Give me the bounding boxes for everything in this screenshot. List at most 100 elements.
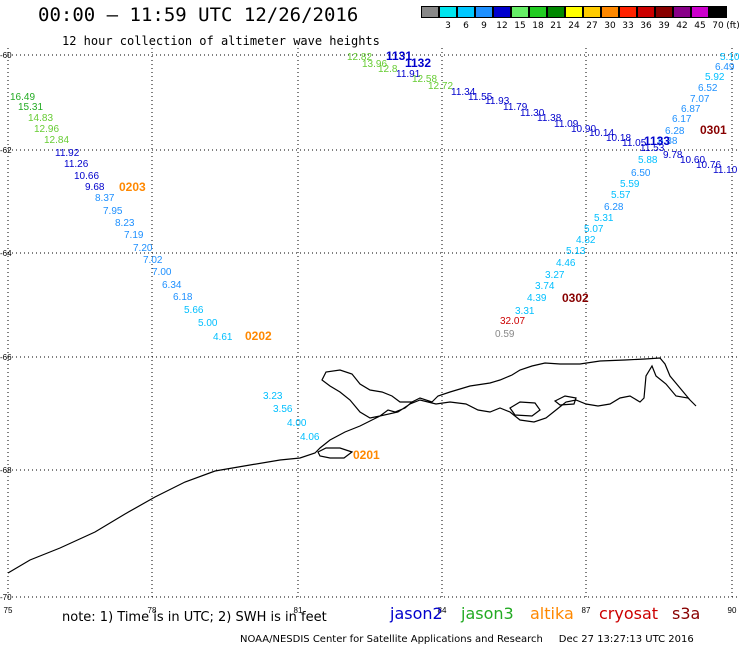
- lat-lon-grid: [7, 48, 740, 600]
- legend-swatch: [529, 6, 547, 18]
- legend-swatch: [421, 6, 439, 18]
- wave-height-reading: 9.78: [663, 150, 683, 161]
- wave-height-reading: 6.28: [604, 202, 624, 213]
- wave-height-reading: 4.82: [576, 235, 596, 246]
- wave-height-reading: 15.31: [18, 102, 43, 113]
- legend-label: 33: [622, 21, 634, 31]
- legend-swatch: [457, 6, 475, 18]
- pass-station-label: 0301: [700, 123, 727, 137]
- page-subtitle: 12 hour collection of altimeter wave hei…: [62, 34, 380, 48]
- axis-tick-labels: 75 78 81 84 87 90 -60 -62 -64 -66 -68 -70: [0, 51, 737, 615]
- legend-swatch: [547, 6, 565, 18]
- legend-swatch: [601, 6, 619, 18]
- pass-station-label: 1131: [386, 49, 412, 63]
- wave-height-reading: 4.46: [556, 258, 576, 269]
- coastline-islet-b: [553, 395, 577, 406]
- wave-height-reading: 32.07: [500, 316, 525, 327]
- wave-height-reading: 6.34: [162, 280, 182, 291]
- credit-text: NOAA/NESDIS Center for Satellite Applica…: [240, 634, 543, 645]
- legend-unit: (ft): [726, 21, 740, 31]
- lon-tick-label: 87: [582, 606, 591, 615]
- pass-station-label: 0203: [119, 180, 146, 194]
- wave-height-reading: 6.28: [665, 126, 685, 137]
- wave-height-reading: 11.55: [468, 92, 493, 103]
- mission-label-jason3: jason3: [461, 604, 514, 623]
- wave-height-reading: 11.34: [451, 87, 476, 98]
- wave-height-reading: 11.09: [554, 119, 579, 130]
- wave-height-reading: 14.83: [28, 113, 53, 124]
- mission-label-s3a: s3a: [672, 604, 701, 623]
- legend-swatch: [637, 6, 655, 18]
- wave-height-reading: 3.74: [535, 281, 555, 292]
- mission-label-cryosat: cryosat: [599, 604, 659, 623]
- wave-height-reading: 12.84: [44, 135, 69, 146]
- wave-height-reading: 12.82: [347, 52, 372, 63]
- wave-height-reading: 10.76: [696, 160, 721, 171]
- wave-height-reading: 12.58: [412, 74, 437, 85]
- lat-tick-label: -68: [0, 466, 12, 475]
- wave-height-reading: 3.27: [545, 270, 565, 281]
- wave-height-reading: 5.66: [184, 305, 204, 316]
- wave-height-reading: 7.95: [103, 206, 123, 217]
- legend-label: 70: [712, 21, 724, 31]
- legend-swatch: [691, 6, 709, 18]
- legend-label: 24: [568, 21, 580, 31]
- legend-label: 15: [514, 21, 526, 31]
- mission-label-altika: altika: [530, 604, 574, 623]
- legend-label: 39: [658, 21, 670, 31]
- wave-height-reading: 11.10: [713, 165, 738, 176]
- wave-height-reading: 5.10: [720, 52, 740, 63]
- footer-note: note: 1) Time is in UTC; 2) SWH is in fe…: [62, 610, 327, 625]
- legend-swatch: [673, 6, 691, 18]
- legend-swatch: [475, 6, 493, 18]
- wave-height-reading: 8.37: [95, 193, 115, 204]
- wave-height-reading: 11.05: [622, 138, 647, 149]
- wave-height-reading: 7.00: [152, 267, 172, 278]
- wave-height-reading: 4.61: [213, 332, 233, 343]
- wave-height-reading: 8.23: [115, 218, 135, 229]
- wave-height-reading: 11.93: [485, 96, 510, 107]
- legend-swatch: [493, 6, 511, 18]
- pass-station-label: 0202: [245, 329, 272, 343]
- wave-height-reading: 11.38: [537, 113, 562, 124]
- pass-station-label: 0201: [353, 448, 380, 462]
- lon-tick-label: 78: [148, 606, 157, 615]
- wave-height-reading: 4.00: [287, 418, 307, 429]
- coastline-islet-a: [509, 401, 541, 417]
- pass-station-label: 1133: [644, 134, 670, 148]
- wave-height-reading: 10.60: [680, 155, 705, 166]
- wave-height-reading: 11.26: [64, 159, 89, 170]
- legend-label: 6: [463, 21, 469, 31]
- pass-station-label: 0302: [562, 291, 589, 305]
- wave-height-reading: 11.92: [55, 148, 80, 159]
- wave-height-reading: 5.13: [566, 246, 586, 257]
- wave-height-reading: 12.96: [34, 124, 59, 135]
- wave-height-reading: 10.66: [74, 171, 99, 182]
- wave-height-reading: 7.19: [124, 230, 144, 241]
- wave-height-reading: 6.18: [173, 292, 193, 303]
- wave-height-reading: 5.57: [611, 190, 631, 201]
- legend-label: 18: [532, 21, 544, 31]
- lon-tick-label: 84: [438, 606, 447, 615]
- mission-label-jason2: jason2: [390, 604, 443, 623]
- wave-height-reading: 5.59: [620, 179, 640, 190]
- lat-tick-label: -70: [0, 593, 12, 602]
- wave-height-reading: 10.14: [589, 128, 614, 139]
- wave-height-reading: 12.72: [428, 81, 453, 92]
- wave-height-reading: 6.49: [715, 62, 735, 73]
- wave-height-reading: 3.23: [263, 391, 283, 402]
- page-title: 00:00 – 11:59 UTC 12/26/2016: [38, 4, 359, 26]
- wave-height-reading: 9.68: [85, 182, 105, 193]
- legend-swatch: [565, 6, 583, 18]
- legend-label: 21: [550, 21, 562, 31]
- lon-tick-label: 75: [4, 606, 13, 615]
- wave-height-reading: 7.02: [143, 255, 163, 266]
- legend-label: 9: [481, 21, 487, 31]
- wave-height-reading: 13.96: [362, 59, 387, 70]
- legend-swatch: [619, 6, 637, 18]
- lat-tick-label: -62: [0, 146, 12, 155]
- wave-height-reading: 0.59: [495, 329, 515, 340]
- wave-height-reading: 5.07: [584, 224, 604, 235]
- footer-credit: NOAA/NESDIS Center for Satellite Applica…: [240, 634, 694, 645]
- legend-swatch: [511, 6, 529, 18]
